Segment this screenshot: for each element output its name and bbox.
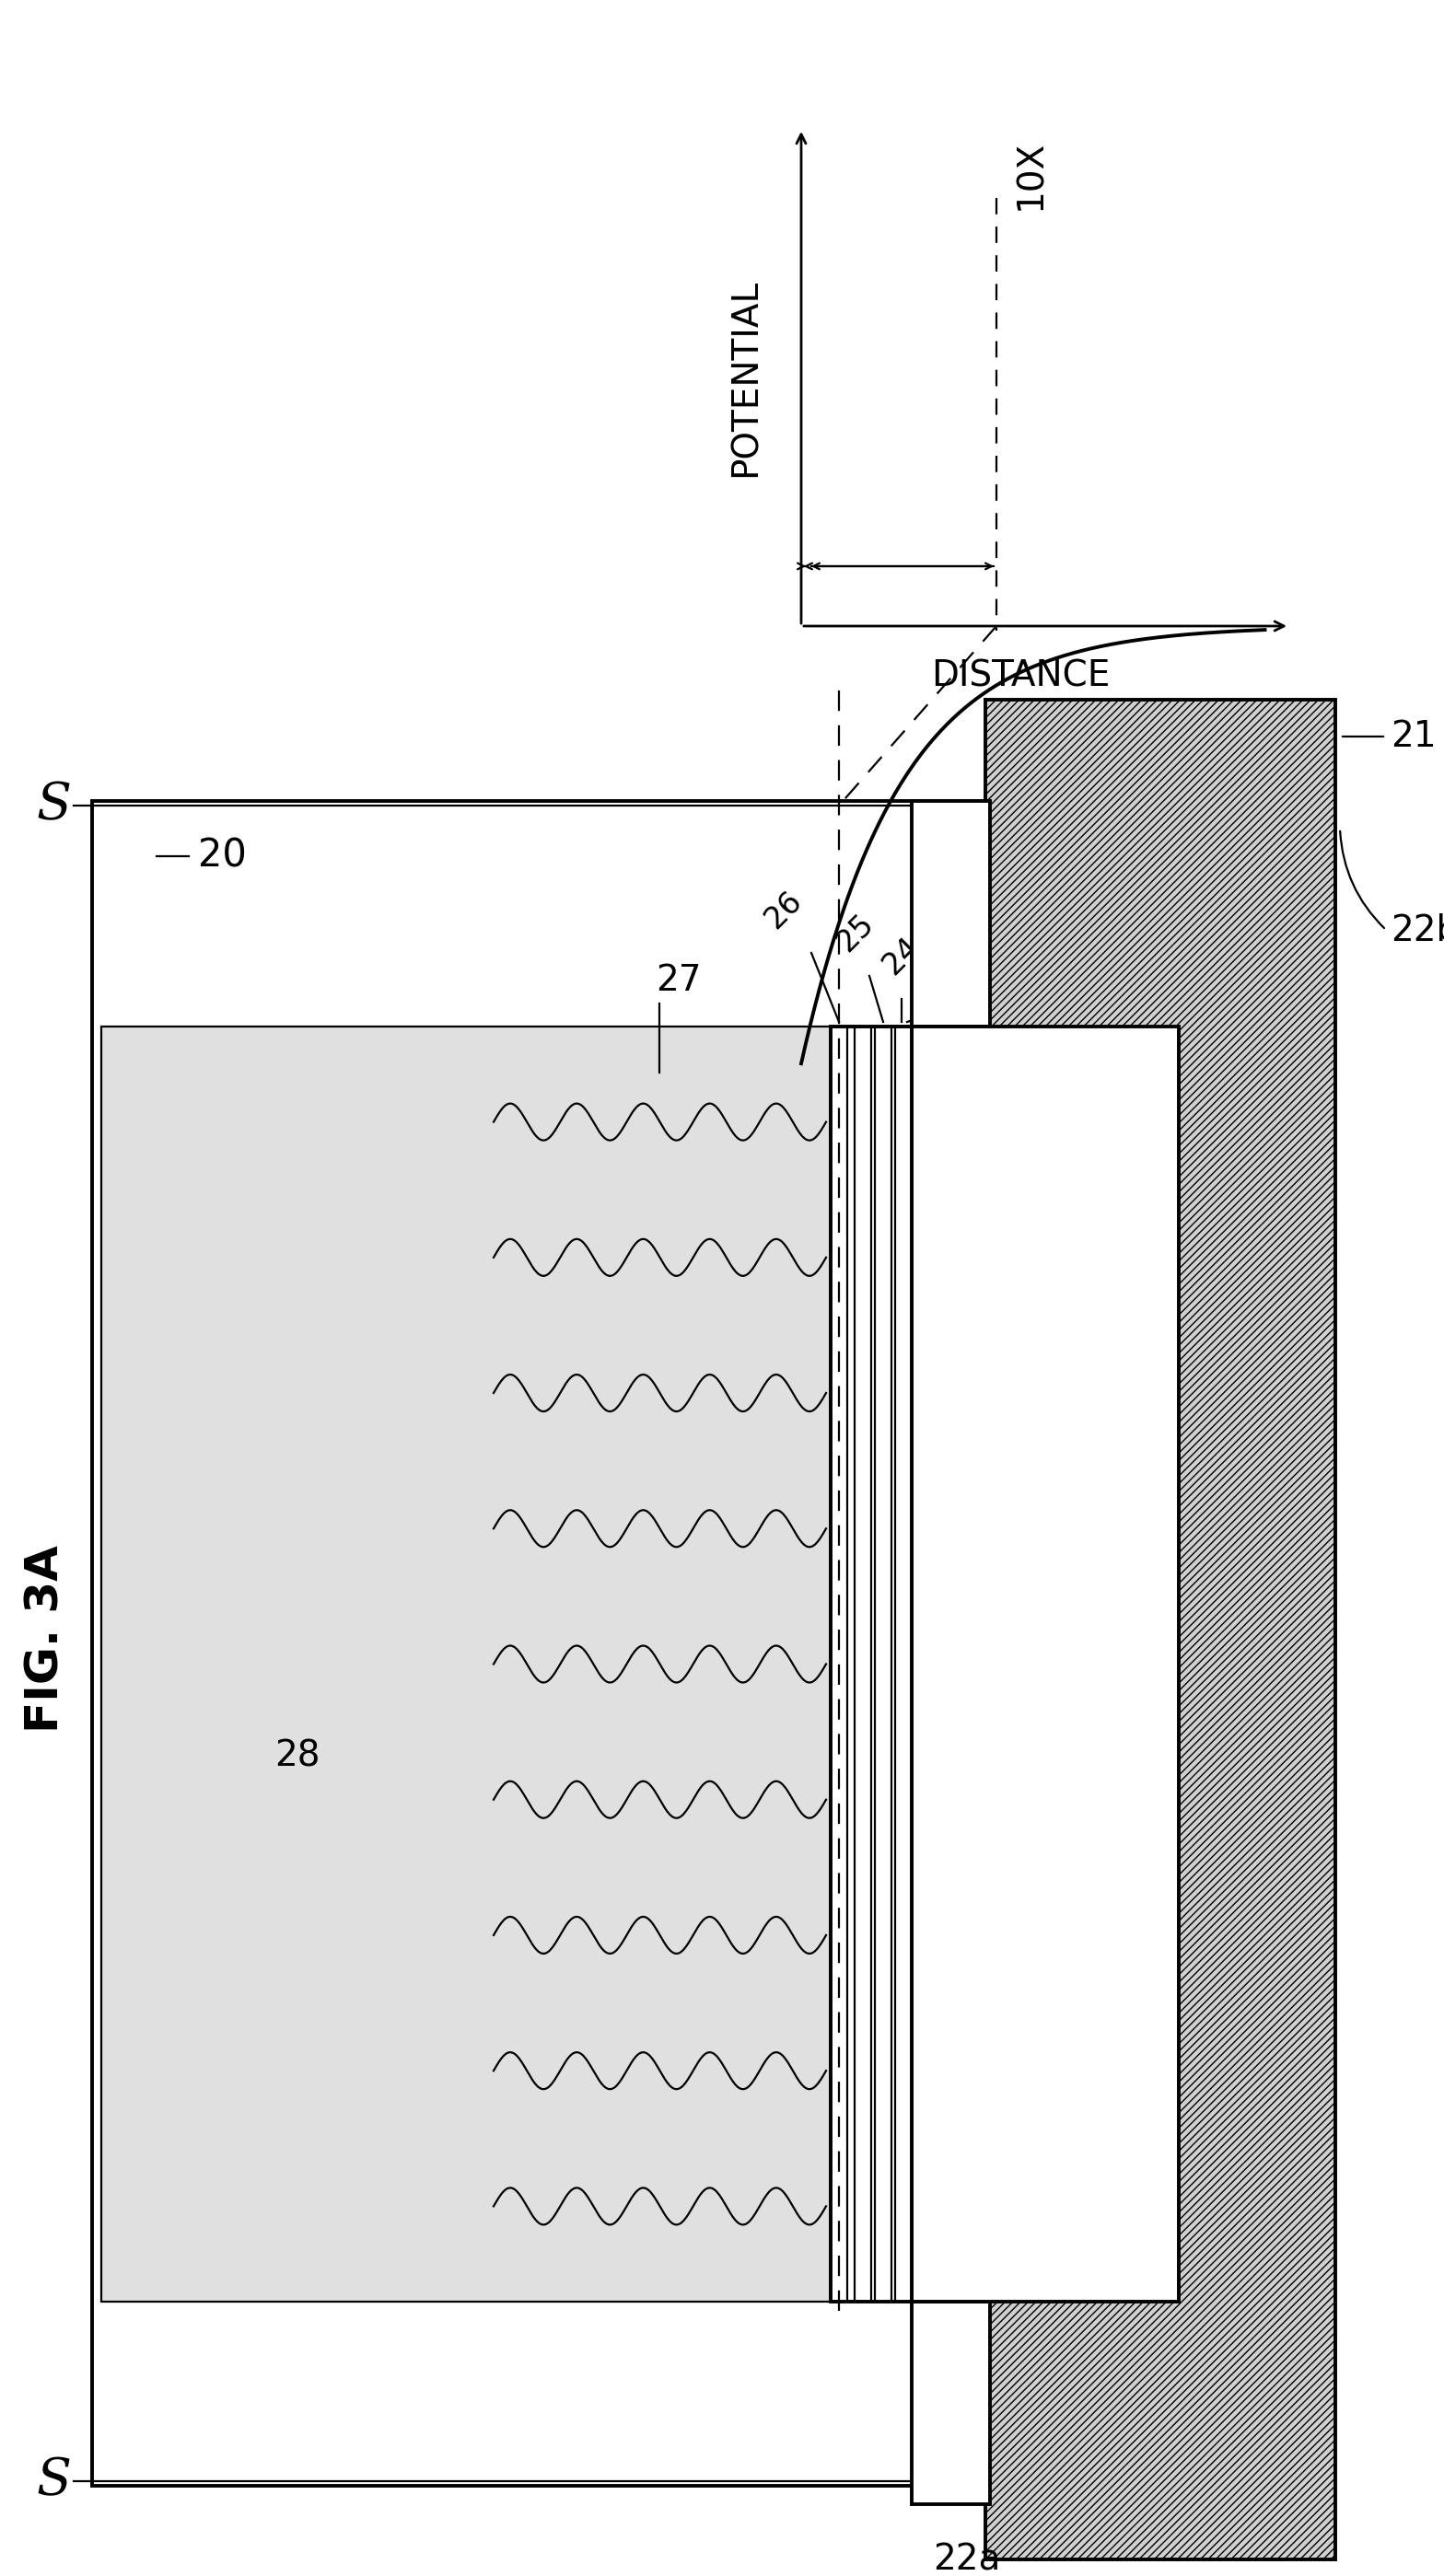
Bar xyxy=(911,1025,1178,2300)
Text: S: S xyxy=(36,2455,71,2506)
Text: 22b: 22b xyxy=(1391,912,1444,948)
Text: 10X: 10X xyxy=(1014,139,1048,211)
Text: 20: 20 xyxy=(198,837,247,876)
Text: FIG. 3A: FIG. 3A xyxy=(25,1546,68,1734)
Text: 28: 28 xyxy=(274,1739,321,1775)
Bar xyxy=(875,1025,891,2300)
Text: CURRENT VIA CHANNEL: CURRENT VIA CHANNEL xyxy=(1032,1497,1058,1832)
Bar xyxy=(855,1025,871,2300)
Bar xyxy=(911,2300,991,2504)
Text: 25: 25 xyxy=(830,909,881,958)
Text: 22a: 22a xyxy=(933,2543,1001,2576)
Bar xyxy=(101,1025,830,2300)
Bar xyxy=(830,1025,911,2300)
Bar xyxy=(911,801,991,1025)
Bar xyxy=(92,801,985,2486)
Bar xyxy=(830,1025,848,2300)
Text: 24: 24 xyxy=(877,933,926,981)
Text: 27: 27 xyxy=(656,963,702,997)
Text: 21: 21 xyxy=(1391,719,1437,755)
Text: DISTANCE: DISTANCE xyxy=(931,659,1110,693)
Text: S: S xyxy=(36,781,71,832)
Text: 23: 23 xyxy=(910,951,959,999)
Text: 26: 26 xyxy=(760,886,809,935)
Bar xyxy=(985,701,1336,2561)
Text: POTENTIAL: POTENTIAL xyxy=(728,278,764,477)
Bar xyxy=(895,1025,911,2300)
